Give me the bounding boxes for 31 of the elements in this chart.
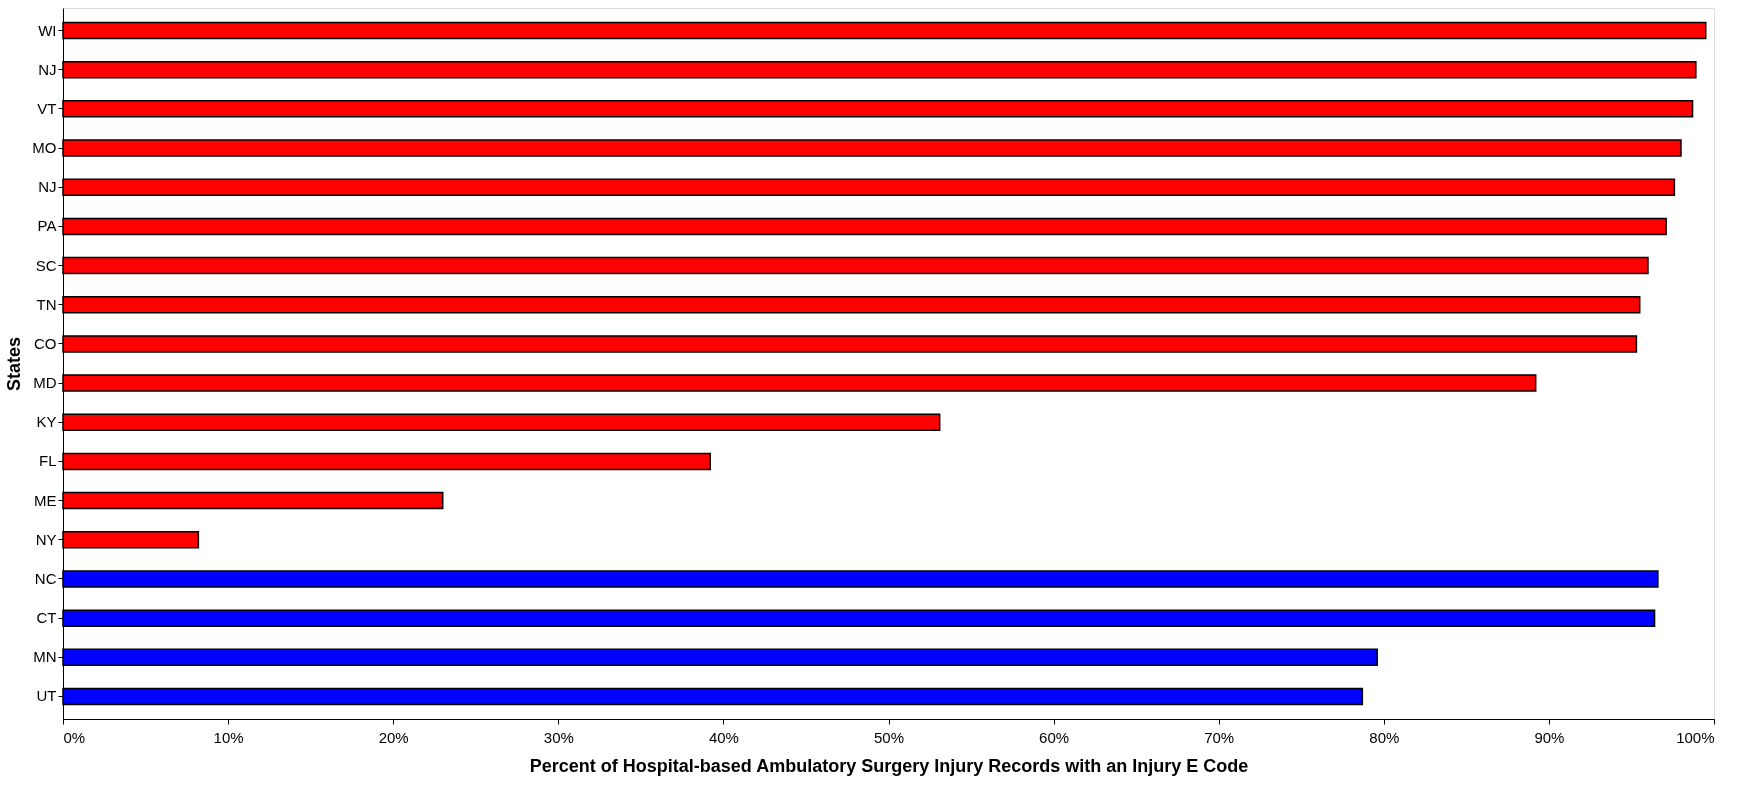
x-tick-label: 80% [1369,728,1400,746]
y-tick-label: UT [36,687,57,705]
x-axis-title: Percent of Hospital-based Ambulatory Surgery Injury Records with an Injury E Code [529,755,1249,776]
y-tick-label: NJ [38,60,57,78]
y-tick-label: MN [33,648,57,666]
y-tick-label: VT [37,99,57,117]
x-tick-label: 100% [1676,728,1715,746]
y-tick-label: CO [34,334,57,352]
y-tick-label: WI [38,21,57,39]
y-tick-label: NY [35,530,57,548]
y-tick-label: TN [36,295,57,313]
y-tick-label: ME [34,491,57,509]
y-tick-label: KY [36,413,57,431]
y-tick-label: NC [34,569,57,587]
x-tick-label: 90% [1534,728,1565,746]
y-tick-label: CT [36,609,57,627]
y-tick-label: PA [37,217,57,235]
x-tick-label: 0% [63,728,86,746]
y-tick-label: SC [35,256,57,274]
x-tick-label: 70% [1204,728,1235,746]
x-tick-label: 10% [213,728,244,746]
x-tick-label: 30% [543,728,574,746]
x-tick-label: 40% [708,728,739,746]
y-axis-title: States [4,336,25,392]
x-tick-label: 60% [1039,728,1070,746]
x-tick-label: 50% [873,728,905,746]
y-tick-label: FL [38,452,57,470]
y-tick-label: MO [32,139,57,157]
y-tick-label: MD [33,374,57,392]
y-tick-label: NJ [38,178,57,196]
x-tick-label: 20% [378,728,409,746]
